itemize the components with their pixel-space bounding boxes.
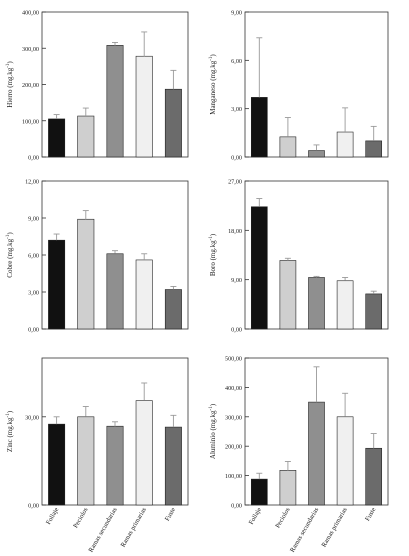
- y-tick-label: 12,00: [25, 179, 39, 186]
- bar-3: [135, 55, 153, 158]
- y-tick-label: 9,00: [28, 216, 39, 223]
- bar-3: [336, 280, 354, 330]
- y-axis-label: Aluminio (mg.kg-1): [209, 403, 217, 459]
- bar-3: [135, 259, 153, 330]
- chart-panel-1: 0,00 3,00 6,00 9,00 Manganeso (mg.kg-1): [209, 10, 389, 162]
- y-axis-label-close: ): [209, 233, 217, 236]
- y-tick-label: 200,00: [22, 82, 39, 89]
- y-axis-label-exponent: -1: [209, 236, 214, 241]
- y-tick-label: 100,00: [225, 473, 242, 480]
- y-axis-label: Cobre (mg.kg-1): [6, 232, 14, 278]
- y-axis-label-main: Aluminio (mg.kg: [209, 410, 217, 459]
- bar-2: [106, 425, 124, 506]
- y-tick-label: 300,00: [22, 46, 39, 53]
- bar-1: [77, 115, 95, 158]
- y-axis-label-close: ): [6, 410, 14, 413]
- y-axis-label: Zinc (mg.kg-1): [6, 410, 14, 452]
- x-category-label: Peciolos: [72, 506, 89, 529]
- y-axis-label-close: ): [6, 232, 14, 235]
- bar-4: [365, 293, 383, 330]
- y-axis-label-main: Manganeso (mg.kg: [209, 60, 217, 115]
- x-category-label: Ramas primarias: [321, 506, 350, 548]
- bar-4: [164, 289, 182, 330]
- y-tick-label: 400,00: [225, 385, 242, 392]
- y-tick-label: 0,00: [28, 327, 39, 334]
- bar-1: [77, 218, 95, 330]
- bar-1: [279, 260, 297, 330]
- x-category-label: Follaje: [45, 506, 60, 525]
- y-tick-label: 9,00: [231, 10, 242, 17]
- bar-4: [365, 140, 383, 158]
- bar-0: [48, 423, 66, 506]
- x-category-label: Ramas secundarias: [87, 506, 118, 553]
- bar-4: [365, 447, 383, 506]
- chart-panel-3: 0,00 9,00 18,00 27,00 Boro (mg.kg-1): [209, 179, 389, 334]
- chart-panel-0: 0,00 100,00 200,00 300,00 400,00 Hierro (mg.k…: [6, 10, 189, 162]
- y-axis-label: Manganeso (mg.kg-1): [209, 54, 217, 115]
- y-axis-label-main: Cobre (mg.kg: [6, 238, 14, 277]
- bar-2: [106, 253, 124, 330]
- y-tick-label: 0,00: [231, 155, 242, 162]
- bar-0: [250, 97, 268, 158]
- y-tick-label: 9,00: [231, 277, 242, 284]
- y-tick-label: 0,00: [28, 155, 39, 162]
- y-axis-label-main: Boro (mg.kg: [209, 240, 217, 276]
- x-category-label: Follaje: [248, 506, 263, 525]
- y-tick-label: 18,00: [228, 228, 242, 235]
- bar-3: [336, 416, 354, 506]
- bar-1: [77, 416, 95, 506]
- y-axis-label-exponent: -1: [209, 56, 214, 61]
- bar-1: [279, 136, 297, 158]
- bar-1: [279, 470, 297, 506]
- y-tick-label: 27,00: [228, 179, 242, 186]
- bar-4: [164, 426, 182, 506]
- bar-2: [308, 150, 325, 158]
- y-tick-label: 0,00: [231, 327, 242, 334]
- y-axis-label-exponent: -1: [6, 63, 11, 68]
- chart-panel-2: 0,00 3,00 6,00 9,00 12,00 Cobre (mg.kg-1): [6, 179, 189, 334]
- bar-2: [106, 45, 124, 158]
- y-tick-label: 0,00: [28, 503, 39, 510]
- bar-3: [135, 400, 153, 506]
- y-axis-label-close: ): [209, 403, 217, 406]
- y-tick-label: 3,00: [231, 106, 242, 113]
- x-category-label: Fuste: [164, 506, 177, 522]
- y-tick-label: 500,00: [225, 356, 242, 363]
- bar-2: [308, 401, 325, 506]
- y-tick-label: 3,00: [28, 290, 39, 297]
- y-axis-label: Boro (mg.kg-1): [209, 233, 217, 276]
- y-tick-label: 200,00: [225, 444, 242, 451]
- y-tick-label: 6,00: [28, 253, 39, 260]
- y-axis-label-main: Hierro (mg.kg: [6, 67, 14, 108]
- y-axis-label-main: Zinc (mg.kg: [6, 417, 14, 452]
- y-axis-label: Hierro (mg.kg-1): [6, 61, 14, 108]
- x-category-label: Ramas secundarias: [289, 506, 320, 553]
- bar-4: [164, 88, 182, 158]
- y-tick-label: 400,00: [22, 10, 39, 17]
- y-tick-label: 0,00: [231, 503, 242, 510]
- y-axis-label-exponent: -1: [6, 234, 11, 239]
- y-tick-label: 6,00: [231, 58, 242, 65]
- bar-0: [250, 478, 268, 506]
- y-axis-label-close: ): [6, 61, 14, 64]
- bar-0: [48, 118, 66, 158]
- y-tick-label: 100,00: [22, 118, 39, 125]
- y-axis-label-exponent: -1: [209, 406, 214, 411]
- bar-2: [308, 277, 325, 330]
- x-category-label: Peciolos: [274, 506, 291, 529]
- bar-0: [48, 239, 66, 330]
- x-category-label: Ramas primarias: [120, 506, 149, 548]
- bar-3: [336, 131, 354, 158]
- y-axis-label-close: ): [209, 54, 217, 57]
- x-category-label: Fuste: [364, 506, 377, 522]
- y-tick-label: 300,00: [225, 414, 242, 421]
- y-axis-label-exponent: -1: [6, 413, 11, 418]
- bar-0: [250, 206, 268, 330]
- y-tick-label: 30,00: [25, 414, 39, 421]
- chart-panel-5: 0,00 100,00 200,00 300,00 400,00 500,00 Alumin…: [209, 356, 389, 554]
